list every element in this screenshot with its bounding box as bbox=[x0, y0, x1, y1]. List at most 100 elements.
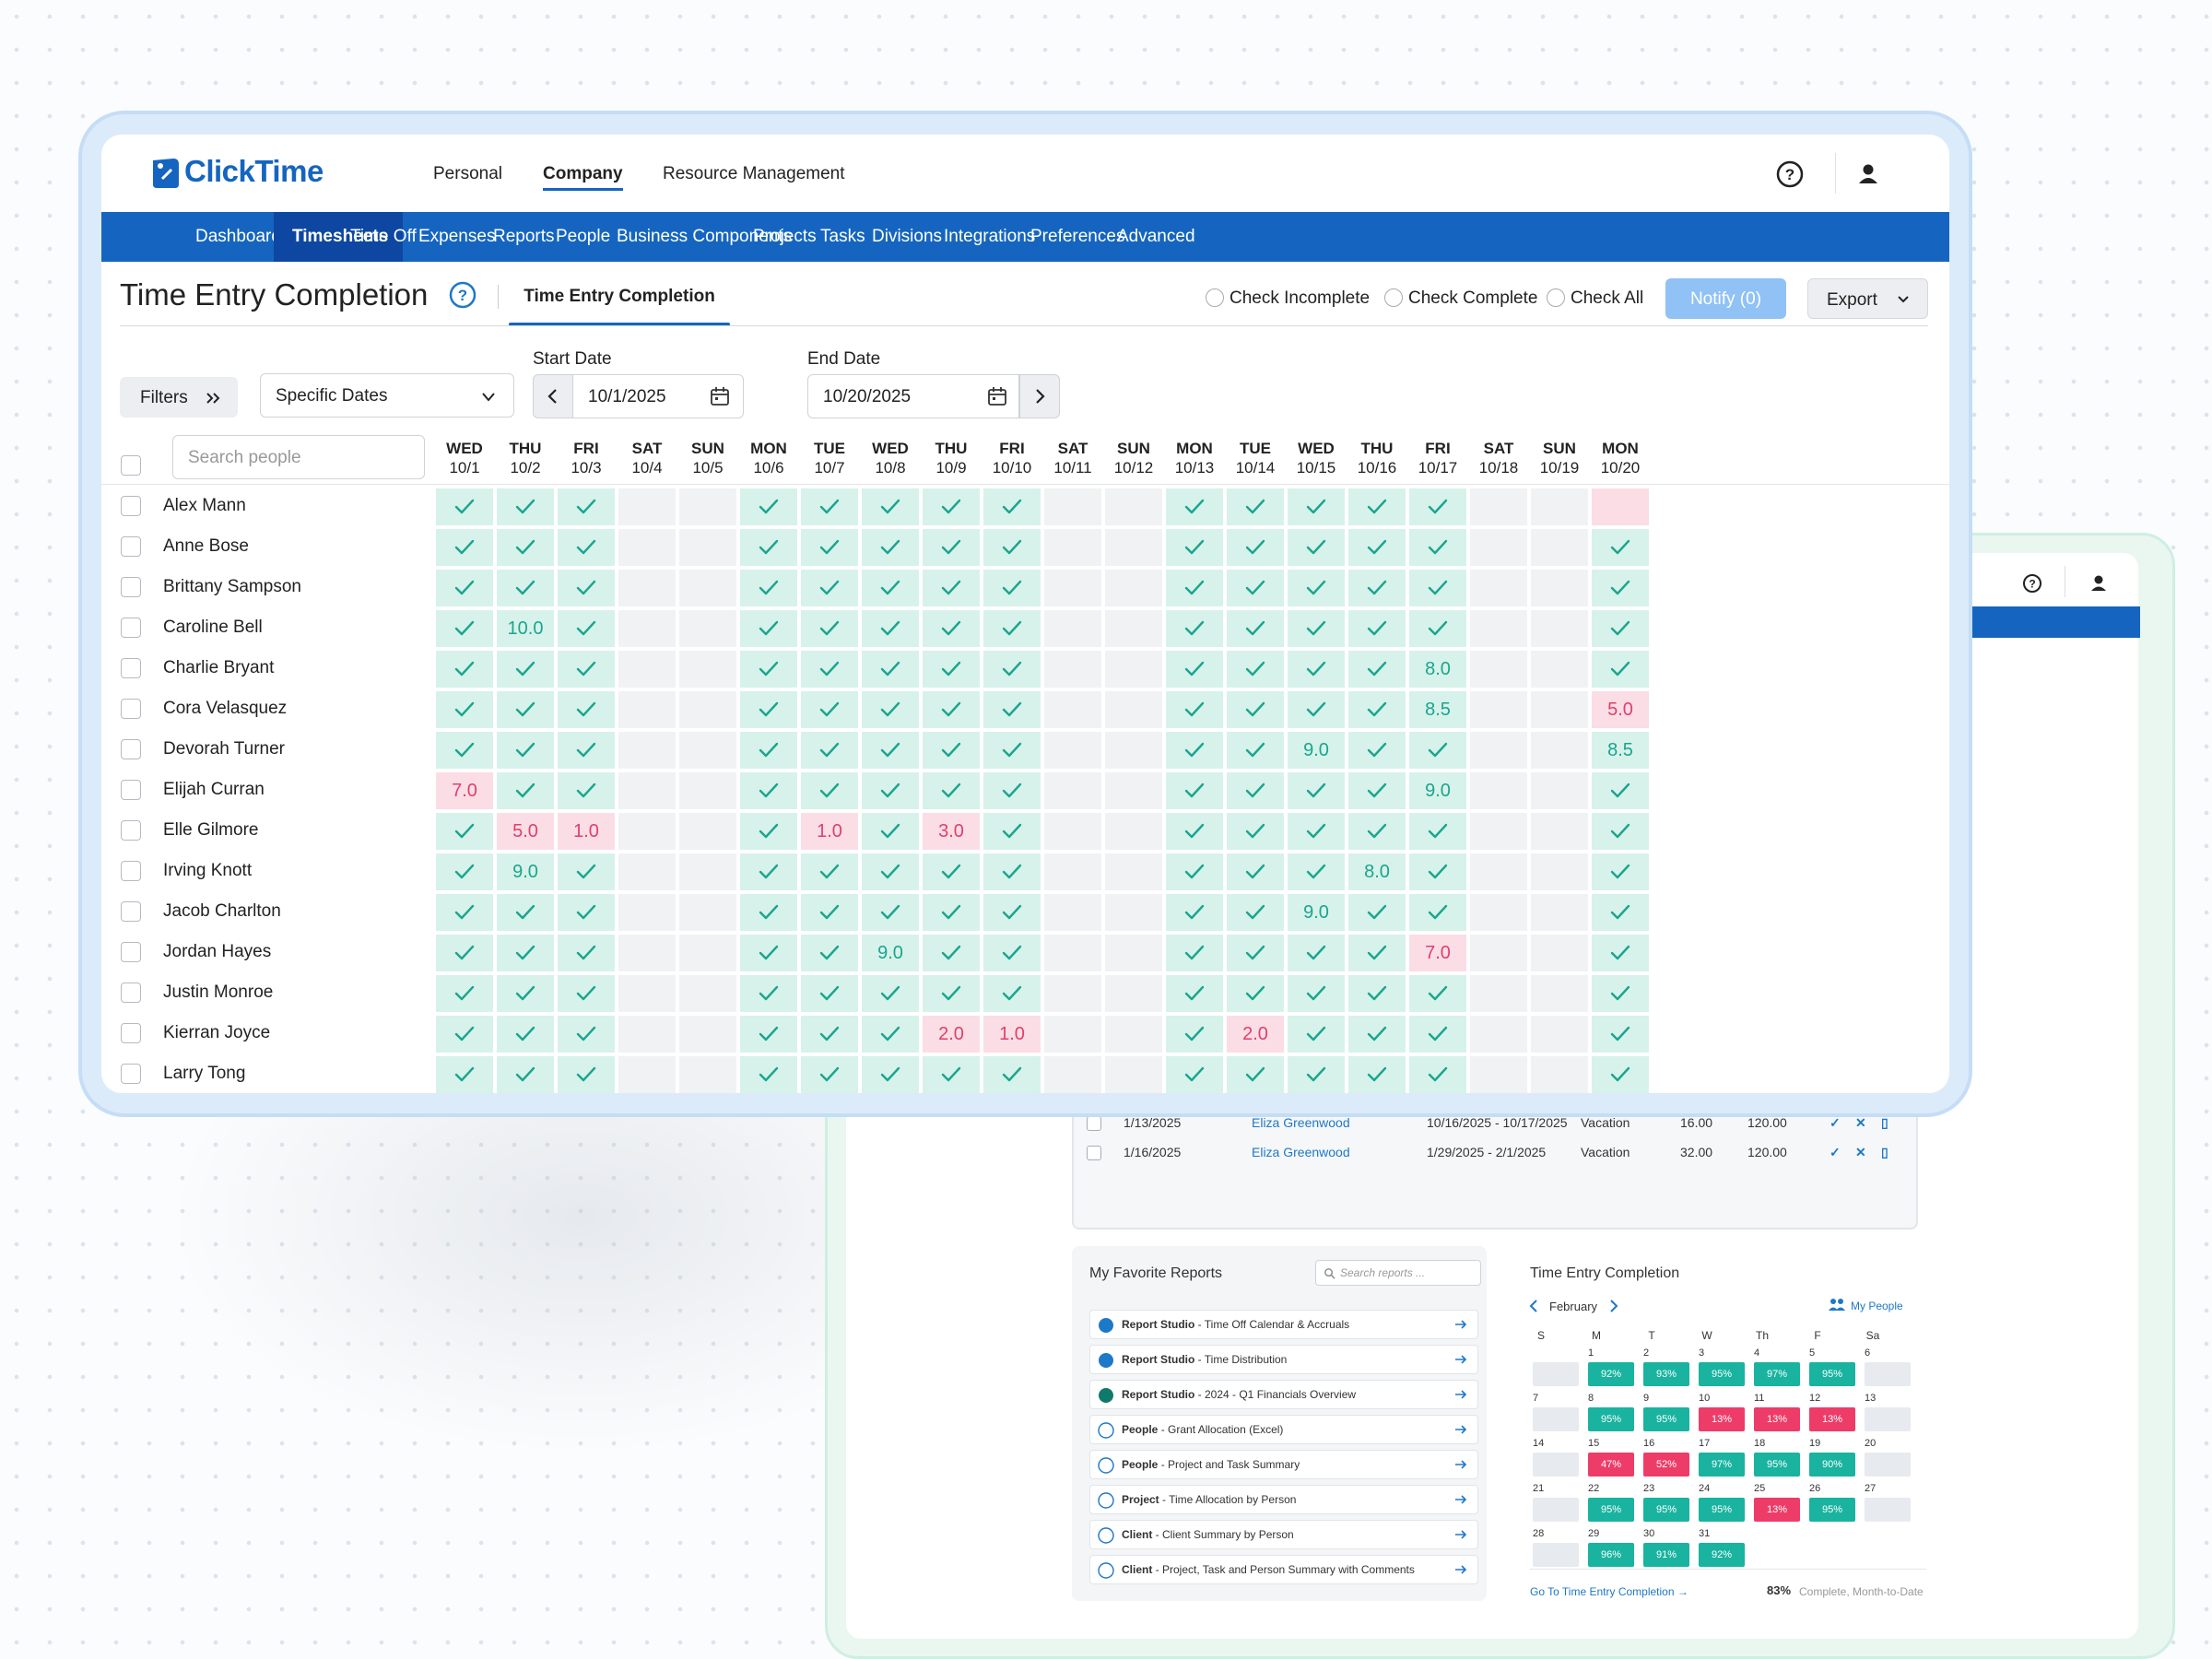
help-circle-icon[interactable]: ? bbox=[448, 280, 477, 310]
complete-cell[interactable] bbox=[1166, 570, 1223, 606]
weekend-cell[interactable] bbox=[679, 813, 736, 850]
complete-cell[interactable] bbox=[1348, 813, 1406, 850]
complete-cell[interactable] bbox=[923, 975, 980, 1012]
weekend-cell[interactable] bbox=[679, 1016, 736, 1053]
weekend-cell[interactable] bbox=[679, 691, 736, 728]
complete-cell[interactable] bbox=[558, 772, 615, 809]
date-mode-select[interactable]: Specific Dates bbox=[260, 373, 514, 418]
complete-cell[interactable] bbox=[1166, 529, 1223, 566]
complete-cell[interactable] bbox=[983, 570, 1041, 606]
weekend-cell[interactable] bbox=[679, 772, 736, 809]
complete-cell[interactable] bbox=[558, 1056, 615, 1093]
complete-cell[interactable] bbox=[1409, 732, 1466, 769]
approve-check-icon[interactable]: ✓ bbox=[1830, 1145, 1841, 1159]
request-checkbox[interactable] bbox=[1087, 1146, 1101, 1160]
complete-cell[interactable] bbox=[862, 853, 919, 890]
search-people-input[interactable]: Search people bbox=[172, 435, 425, 479]
complete-cell[interactable] bbox=[1227, 691, 1284, 728]
select-all-checkbox[interactable] bbox=[121, 455, 141, 476]
complete-cell[interactable] bbox=[1348, 894, 1406, 931]
complete-cell[interactable] bbox=[1348, 935, 1406, 971]
complete-cell[interactable] bbox=[436, 975, 493, 1012]
complete-cell[interactable] bbox=[1227, 651, 1284, 688]
complete-cell[interactable] bbox=[558, 570, 615, 606]
complete-cell[interactable] bbox=[801, 772, 858, 809]
weekend-cell[interactable] bbox=[1105, 772, 1162, 809]
complete-cell[interactable] bbox=[923, 732, 980, 769]
complete-cell[interactable] bbox=[1166, 651, 1223, 688]
complete-cell[interactable] bbox=[1227, 610, 1284, 647]
complete-cell[interactable] bbox=[1348, 651, 1406, 688]
calendar-day-cell[interactable]: 95% bbox=[1699, 1498, 1745, 1522]
weekend-cell[interactable] bbox=[618, 529, 676, 566]
complete-cell[interactable] bbox=[923, 691, 980, 728]
favorite-report-item[interactable]: Report Studio - Time Off Calendar & Accr… bbox=[1089, 1310, 1478, 1339]
complete-cell[interactable] bbox=[1227, 894, 1284, 931]
go-to-time-entry-link[interactable]: Go To Time Entry Completion → bbox=[1530, 1585, 1688, 1598]
weekend-cell[interactable] bbox=[1531, 853, 1588, 890]
complete-cell[interactable] bbox=[740, 853, 797, 890]
complete-cell[interactable] bbox=[923, 1056, 980, 1093]
weekend-cell[interactable] bbox=[618, 853, 676, 890]
nav-business-components[interactable]: Business Components bbox=[617, 227, 793, 246]
request-person[interactable]: Eliza Greenwood bbox=[1252, 1115, 1350, 1130]
reject-x-icon[interactable]: ✕ bbox=[1855, 1115, 1866, 1130]
weekend-cell[interactable] bbox=[1531, 651, 1588, 688]
row-checkbox[interactable] bbox=[121, 618, 141, 638]
complete-cell[interactable] bbox=[1288, 529, 1345, 566]
complete-cell[interactable] bbox=[436, 813, 493, 850]
row-checkbox[interactable] bbox=[121, 658, 141, 678]
weekend-cell[interactable] bbox=[679, 975, 736, 1012]
complete-cell[interactable] bbox=[1227, 1056, 1284, 1093]
complete-cell[interactable] bbox=[862, 651, 919, 688]
weekend-cell[interactable] bbox=[1044, 935, 1101, 971]
calendar-day-cell[interactable] bbox=[1865, 1407, 1911, 1431]
incomplete-cell[interactable]: 2.0 bbox=[923, 1016, 980, 1053]
weekend-cell[interactable] bbox=[618, 975, 676, 1012]
complete-cell[interactable] bbox=[436, 529, 493, 566]
weekend-cell[interactable] bbox=[1470, 975, 1527, 1012]
calendar-day-cell[interactable]: 13% bbox=[1754, 1498, 1800, 1522]
weekend-cell[interactable] bbox=[1044, 488, 1101, 525]
complete-cell[interactable] bbox=[983, 975, 1041, 1012]
weekend-cell[interactable] bbox=[679, 853, 736, 890]
complete-cell[interactable] bbox=[558, 853, 615, 890]
weekend-cell[interactable] bbox=[1105, 651, 1162, 688]
hours-cell[interactable]: 9.0 bbox=[1288, 732, 1345, 769]
calendar-day-cell[interactable]: 95% bbox=[1588, 1498, 1634, 1522]
complete-cell[interactable] bbox=[1166, 975, 1223, 1012]
complete-cell[interactable] bbox=[1227, 732, 1284, 769]
complete-cell[interactable] bbox=[1348, 610, 1406, 647]
calendar-day-cell[interactable]: 95% bbox=[1588, 1407, 1634, 1431]
complete-cell[interactable] bbox=[1592, 610, 1649, 647]
weekend-cell[interactable] bbox=[618, 610, 676, 647]
complete-cell[interactable] bbox=[1592, 853, 1649, 890]
complete-cell[interactable] bbox=[1409, 853, 1466, 890]
complete-cell[interactable] bbox=[558, 935, 615, 971]
favorite-report-item[interactable]: People - Project and Task Summary bbox=[1089, 1450, 1478, 1479]
complete-cell[interactable] bbox=[983, 813, 1041, 850]
complete-cell[interactable] bbox=[497, 935, 554, 971]
complete-cell[interactable] bbox=[1227, 813, 1284, 850]
calendar-day-cell[interactable]: 90% bbox=[1809, 1453, 1855, 1477]
complete-cell[interactable] bbox=[923, 529, 980, 566]
complete-cell[interactable] bbox=[801, 732, 858, 769]
calendar-day-cell[interactable]: 95% bbox=[1643, 1498, 1689, 1522]
complete-cell[interactable] bbox=[558, 651, 615, 688]
weekend-cell[interactable] bbox=[618, 732, 676, 769]
favorite-report-item[interactable]: Client - Project, Task and Person Summar… bbox=[1089, 1555, 1478, 1584]
complete-cell[interactable] bbox=[436, 732, 493, 769]
complete-cell[interactable] bbox=[983, 488, 1041, 525]
next-period-button[interactable] bbox=[1019, 374, 1060, 418]
incomplete-cell[interactable]: 1.0 bbox=[801, 813, 858, 850]
weekend-cell[interactable] bbox=[618, 935, 676, 971]
complete-cell[interactable] bbox=[923, 772, 980, 809]
complete-cell[interactable] bbox=[1166, 1056, 1223, 1093]
complete-cell[interactable] bbox=[1592, 975, 1649, 1012]
complete-cell[interactable] bbox=[740, 488, 797, 525]
incomplete-cell[interactable]: 1.0 bbox=[983, 1016, 1041, 1053]
nav-dashboard[interactable]: Dashboard bbox=[195, 227, 281, 246]
hours-cell[interactable]: 9.0 bbox=[1288, 894, 1345, 931]
weekend-cell[interactable] bbox=[1531, 570, 1588, 606]
weekend-cell[interactable] bbox=[1531, 813, 1588, 850]
